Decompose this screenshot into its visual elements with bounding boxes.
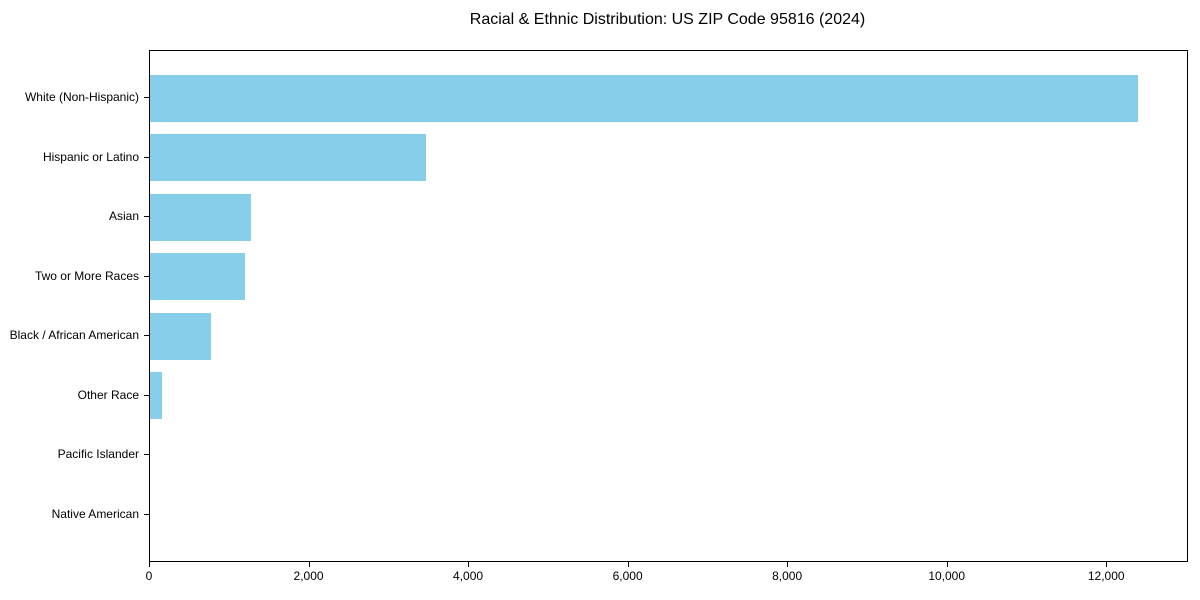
- y-axis-label-pacific-islander: Pacific Islander: [57, 447, 139, 462]
- x-tick-label: 10,000: [928, 569, 966, 583]
- y-axis-label-hispanic-or-latino: Hispanic or Latino: [42, 149, 139, 164]
- y-axis-label-other-race: Other Race: [77, 387, 139, 402]
- bar-black-african-american: [150, 312, 211, 360]
- x-tick-label: 8,000: [772, 569, 803, 583]
- x-tick-label: 6,000: [612, 569, 643, 583]
- x-tick-label: 2,000: [293, 569, 324, 583]
- x-tick-label: 4,000: [453, 569, 484, 583]
- y-axis-label-native-american: Native American: [51, 506, 139, 521]
- x-tick-mark: [468, 562, 470, 567]
- y-axis-label-white-non-hispanic: White (Non-Hispanic): [24, 90, 139, 105]
- x-tick-mark: [308, 562, 310, 567]
- y-tick-mark: [144, 335, 149, 337]
- y-axis-label-black-african-american: Black / African American: [9, 328, 139, 343]
- x-tick-mark: [946, 562, 948, 567]
- bar-other-race: [150, 372, 162, 420]
- x-tick-mark: [1106, 562, 1108, 567]
- y-tick-mark: [144, 156, 149, 158]
- plot-area: [149, 50, 1188, 562]
- chart-title: Racial & Ethnic Distribution: US ZIP Cod…: [469, 11, 866, 28]
- x-tick-mark: [627, 562, 629, 567]
- y-tick-mark: [144, 97, 149, 99]
- x-tick-label: 12,000: [1087, 569, 1125, 583]
- x-tick-mark: [149, 562, 150, 567]
- y-tick-mark: [144, 454, 149, 456]
- bar-asian: [150, 193, 251, 241]
- bar-two-or-more-races: [150, 253, 245, 301]
- y-tick-mark: [144, 216, 149, 218]
- y-axis-label-asian: Asian: [108, 209, 139, 224]
- y-tick-mark: [144, 275, 149, 277]
- y-tick-mark: [144, 513, 149, 515]
- y-axis-label-two-or-more-races: Two or More Races: [34, 268, 139, 283]
- bar-white-non-hispanic: [150, 74, 1138, 122]
- x-tick-mark: [787, 562, 789, 567]
- y-tick-mark: [144, 394, 149, 396]
- bar-hispanic-or-latino: [150, 134, 426, 182]
- x-tick-label: 0: [145, 569, 153, 583]
